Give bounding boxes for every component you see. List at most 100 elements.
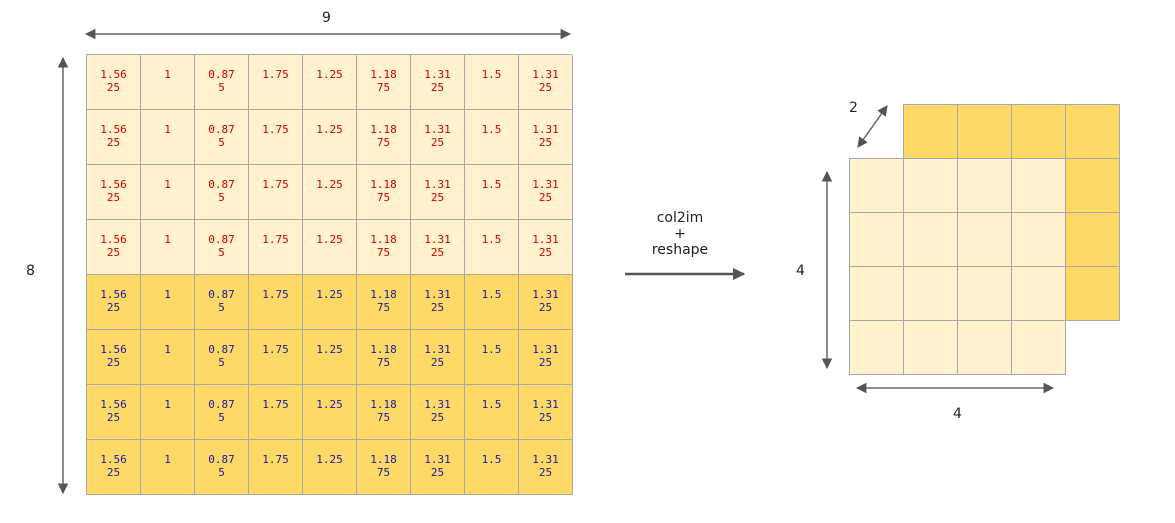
matrix-cell: 1.56 25 [87,110,141,165]
matrix-cell: 1.5 [465,110,519,165]
matrix-cell: 1 [141,385,195,440]
tensor-cell [1066,159,1120,213]
col-matrix: 1.56 25 1 0.87 5 1.75 1.25 1.18 75 1.31 25 1.5 1… [86,54,573,495]
matrix-cell: 1.31 25 [519,275,573,330]
matrix-cell: 1.25 [303,275,357,330]
operation-line-3: reshape [651,242,709,258]
matrix-cell: 1.31 25 [519,110,573,165]
matrix-cell: 0.87 5 [195,110,249,165]
matrix-cell: 1.18 75 [357,55,411,110]
matrix-cell: 1.75 [249,330,303,385]
tensor-cell [958,321,1012,375]
matrix-cell: 1.25 [303,55,357,110]
matrix-cell: 1.75 [249,55,303,110]
matrix-cell: 1.18 75 [357,165,411,220]
tensor-cell [1012,321,1066,375]
matrix-cell: 1.56 25 [87,55,141,110]
matrix-cell: 1.5 [465,385,519,440]
tensor-cell [904,267,958,321]
tensor-cell [850,321,904,375]
matrix-cell: 1.56 25 [87,275,141,330]
tensor-cell [1012,105,1066,159]
matrix-cell: 1.18 75 [357,110,411,165]
tensor-cell [1012,159,1066,213]
tensor-depth-arrow [857,105,888,148]
matrix-cell: 1.5 [465,220,519,275]
operation-label: col2im + reshape [640,210,720,258]
matrix-cell: 1.5 [465,330,519,385]
matrix-width-label: 9 [322,10,331,26]
matrix-cell: 1.25 [303,385,357,440]
matrix-cell: 1.18 75 [357,385,411,440]
matrix-cell: 1.75 [249,165,303,220]
tensor-cell [958,213,1012,267]
matrix-cell: 1 [141,440,195,495]
matrix-cell: 1.25 [303,165,357,220]
matrix-cell: 1.56 25 [87,385,141,440]
matrix-cell: 1.31 25 [519,55,573,110]
tensor-cell [904,105,958,159]
matrix-cell: 1.31 25 [411,275,465,330]
matrix-cell: 1.31 25 [411,440,465,495]
matrix-cell: 1.31 25 [519,385,573,440]
matrix-cell: 1.5 [465,440,519,495]
matrix-cell: 1.25 [303,440,357,495]
tensor-cell [958,267,1012,321]
matrix-cell: 1.25 [303,110,357,165]
matrix-cell: 1.5 [465,165,519,220]
tensor-cell [1012,267,1066,321]
operation-line-1: col2im [656,210,704,226]
matrix-cell: 1 [141,165,195,220]
matrix-cell: 0.87 5 [195,275,249,330]
matrix-cell: 1.18 75 [357,440,411,495]
matrix-cell: 1.31 25 [519,165,573,220]
matrix-cell: 1.75 [249,440,303,495]
matrix-cell: 1 [141,275,195,330]
matrix-cell: 1.25 [303,330,357,385]
matrix-cell: 1.25 [303,220,357,275]
tensor-cell [850,213,904,267]
matrix-height-label: 8 [26,263,35,279]
operation-line-2: + [674,226,686,242]
tensor-cell [904,159,958,213]
matrix-cell: 1.31 25 [519,220,573,275]
tensor-cell [958,105,1012,159]
matrix-cell: 1.31 25 [411,220,465,275]
matrix-cell: 1.75 [249,110,303,165]
matrix-cell: 1.31 25 [411,110,465,165]
tensor-depth-label: 2 [849,100,858,116]
matrix-cell: 1.31 25 [519,440,573,495]
matrix-cell: 1.31 25 [411,165,465,220]
matrix-cell: 0.87 5 [195,385,249,440]
matrix-cell: 1.31 25 [519,330,573,385]
matrix-cell: 1.18 75 [357,220,411,275]
matrix-cell: 0.87 5 [195,440,249,495]
matrix-cell: 1.75 [249,220,303,275]
matrix-cell: 0.87 5 [195,220,249,275]
matrix-cell: 1 [141,110,195,165]
matrix-cell: 0.87 5 [195,165,249,220]
matrix-cell: 0.87 5 [195,55,249,110]
tensor-cell [1066,267,1120,321]
matrix-cell: 1.5 [465,275,519,330]
matrix-cell: 1.5 [465,55,519,110]
tensor-cell [958,159,1012,213]
matrix-cell: 0.87 5 [195,330,249,385]
tensor-cell [904,321,958,375]
matrix-cell: 1.18 75 [357,275,411,330]
tensor-height-label: 4 [796,263,805,279]
matrix-cell: 1 [141,220,195,275]
matrix-cell: 1.31 25 [411,55,465,110]
tensor-cell [904,213,958,267]
tensor-cell [1066,105,1120,159]
matrix-cell: 1 [141,55,195,110]
matrix-cell: 1.56 25 [87,220,141,275]
matrix-cell: 1.56 25 [87,165,141,220]
matrix-cell: 1 [141,330,195,385]
matrix-cell: 1.56 25 [87,330,141,385]
matrix-cell: 1.18 75 [357,330,411,385]
tensor-cell [850,159,904,213]
matrix-cell: 1.31 25 [411,385,465,440]
